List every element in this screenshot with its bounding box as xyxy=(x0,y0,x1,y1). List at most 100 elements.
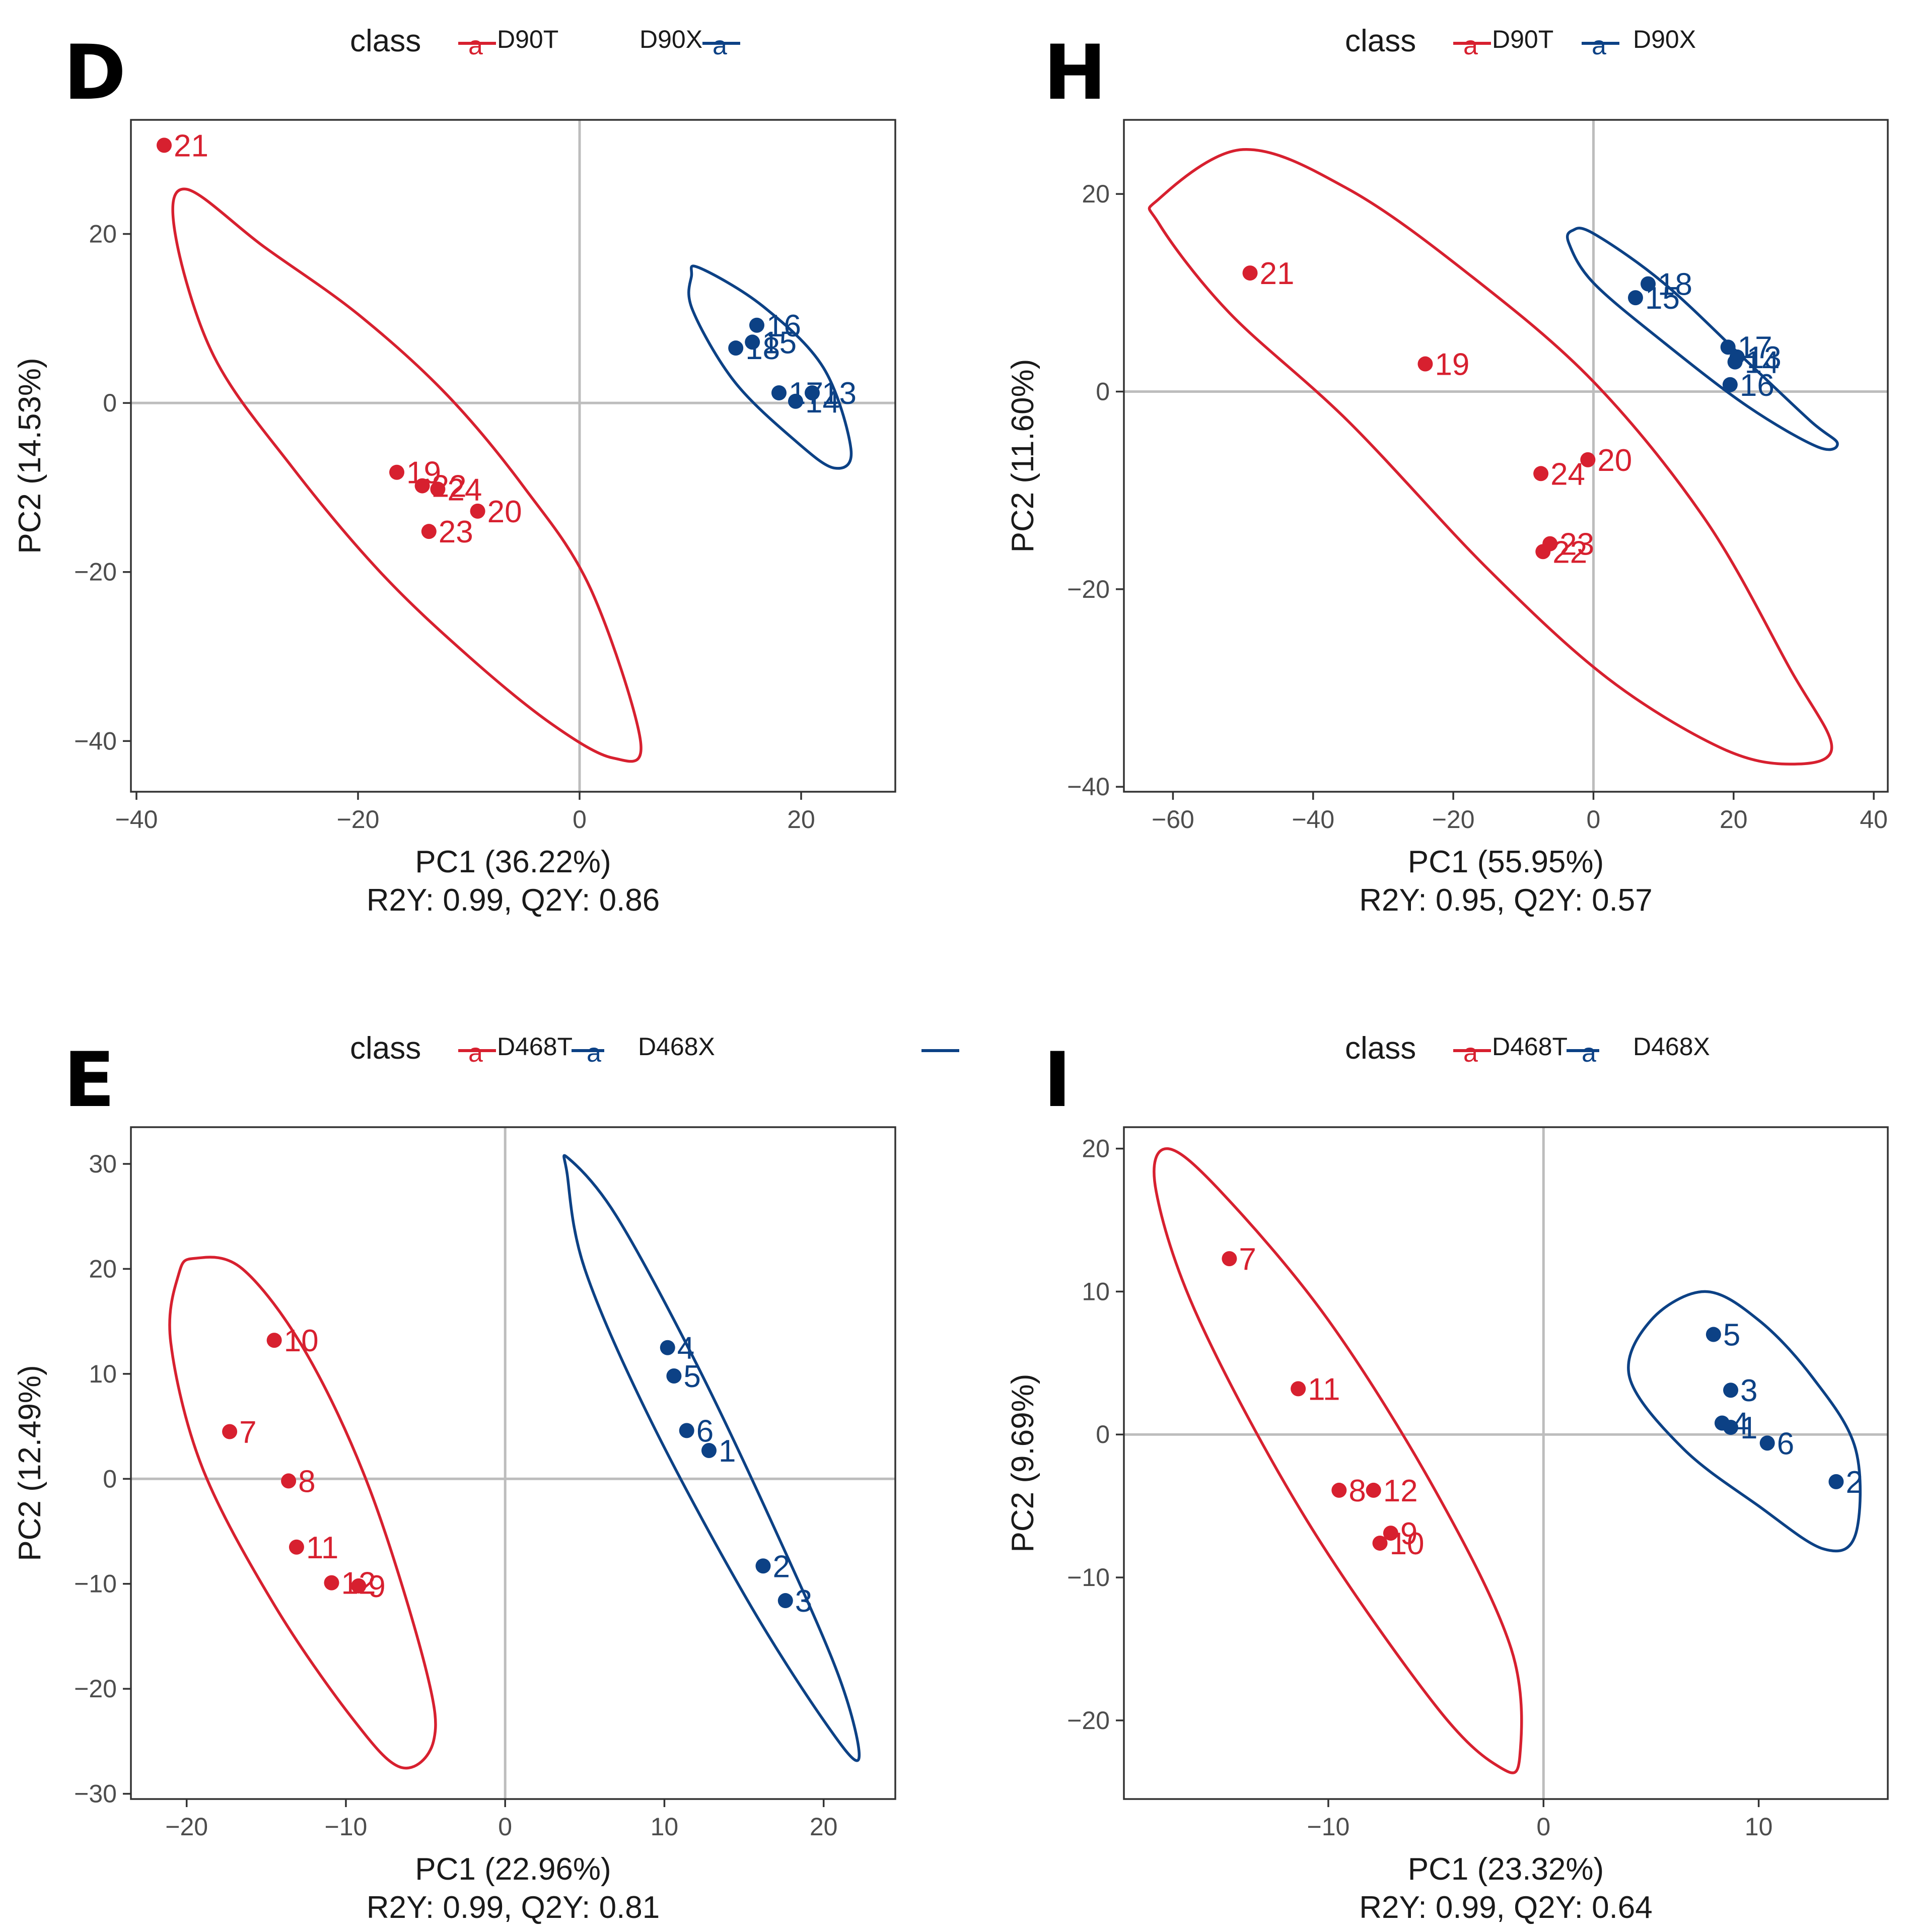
data-point-10 xyxy=(1372,1535,1388,1551)
data-point-5 xyxy=(1705,1327,1721,1342)
legend-glyph-a: a xyxy=(468,1039,483,1068)
confidence-ellipse-D468X xyxy=(562,1154,861,1762)
x-tick-label: −20 xyxy=(165,1813,208,1841)
data-point-7 xyxy=(1222,1251,1237,1267)
y-tick-label: 10 xyxy=(89,1360,117,1388)
data-point-22 xyxy=(1535,544,1551,560)
data-point-9 xyxy=(1383,1526,1398,1541)
point-label-1: 1 xyxy=(1740,1411,1757,1445)
legend-entry-t: D468T xyxy=(1492,1032,1568,1061)
y-tick-label: 20 xyxy=(1082,180,1110,208)
panel-letter-D: D xyxy=(63,29,126,117)
confidence-ellipse-D90T xyxy=(1148,148,1833,766)
x-tick-label: 20 xyxy=(810,1813,838,1841)
point-label-13: 13 xyxy=(1747,340,1782,375)
y-tick-label: −40 xyxy=(74,727,117,755)
y-axis-label: PC2 (14.53%) xyxy=(13,358,47,554)
y-tick-label: 0 xyxy=(1096,1420,1110,1448)
x-axis-label: PC1 (36.22%) xyxy=(415,845,611,879)
data-point-2 xyxy=(1828,1474,1844,1489)
y-tick-label: −20 xyxy=(74,558,117,586)
panel-letter-E: E xyxy=(63,1037,115,1124)
legend-point-icon: a a xyxy=(458,31,740,60)
legend-title: class xyxy=(350,1031,421,1066)
data-point-17 xyxy=(771,385,787,400)
point-label-14: 14 xyxy=(1745,346,1780,380)
point-label-9: 9 xyxy=(368,1569,385,1604)
x-axis-label: PC1 (22.96%) xyxy=(415,1852,611,1887)
data-point-13 xyxy=(805,385,820,400)
data-point-11 xyxy=(1291,1381,1306,1397)
point-label-21: 21 xyxy=(1260,256,1295,291)
point-label-12: 12 xyxy=(1383,1474,1418,1508)
confidence-ellipse-D468X xyxy=(1627,1290,1862,1553)
point-label-15: 15 xyxy=(762,325,797,360)
data-point-21 xyxy=(157,137,172,153)
data-point-20 xyxy=(470,503,485,519)
point-label-22: 22 xyxy=(1552,535,1587,570)
point-label-9: 9 xyxy=(1400,1516,1417,1551)
x-tick-label: 0 xyxy=(573,805,587,834)
data-point-15 xyxy=(1627,290,1643,306)
y-tick-label: 30 xyxy=(89,1150,117,1178)
legend-glyph-a: a xyxy=(1592,31,1606,60)
y-tick-label: 20 xyxy=(89,220,117,248)
legend-point-icon: a a xyxy=(1453,31,1619,60)
y-axis-label: PC2 (9.69%) xyxy=(1006,1374,1040,1553)
point-label-15: 15 xyxy=(1645,281,1680,316)
data-point-16 xyxy=(1722,377,1738,392)
y-axis-label: PC2 (11.60%) xyxy=(1006,359,1040,553)
data-point-16 xyxy=(749,317,764,333)
data-point-2 xyxy=(755,1558,771,1574)
data-point-19 xyxy=(389,464,404,480)
model-stats-subtitle: R2Y: 0.95, Q2Y: 0.57 xyxy=(1359,883,1653,918)
data-point-6 xyxy=(1759,1435,1775,1451)
point-label-13: 13 xyxy=(822,376,857,411)
legend-point-icon: a a xyxy=(1453,1039,1599,1068)
point-label-5: 5 xyxy=(683,1359,700,1394)
legend-title: class xyxy=(1345,24,1416,58)
y-tick-label: −30 xyxy=(74,1780,117,1808)
x-tick-label: 0 xyxy=(498,1813,512,1841)
point-label-7: 7 xyxy=(1239,1242,1256,1277)
point-label-3: 3 xyxy=(1740,1373,1757,1408)
legend-D: class a a D90T D90X xyxy=(350,21,803,61)
legend-entry-x: D468X xyxy=(1633,1032,1710,1061)
point-label-23: 23 xyxy=(439,515,473,549)
data-point-8 xyxy=(1331,1482,1347,1498)
y-tick-label: −40 xyxy=(1067,773,1110,801)
data-point-5 xyxy=(666,1368,682,1384)
x-tick-label: 10 xyxy=(651,1813,679,1841)
legend-glyph-a: a xyxy=(468,31,483,60)
point-label-18: 18 xyxy=(745,331,780,366)
x-axis-label: PC1 (23.32%) xyxy=(1408,1852,1604,1887)
point-label-10: 10 xyxy=(1390,1527,1425,1561)
y-tick-label: 0 xyxy=(103,1465,117,1493)
point-label-4: 4 xyxy=(677,1331,694,1366)
x-tick-label: 20 xyxy=(1720,805,1748,834)
data-point-23 xyxy=(421,524,437,539)
plot-frame xyxy=(1123,119,1889,793)
point-label-23: 23 xyxy=(1559,527,1594,562)
data-point-24 xyxy=(430,481,446,497)
data-point-3 xyxy=(777,1593,793,1609)
y-tick-label: 0 xyxy=(1096,377,1110,405)
y-tick-label: 0 xyxy=(103,389,117,417)
point-label-2: 2 xyxy=(1845,1465,1863,1500)
x-tick-label: −60 xyxy=(1152,805,1194,834)
point-label-18: 18 xyxy=(1658,267,1692,302)
data-point-4 xyxy=(660,1340,675,1355)
x-tick-label: 40 xyxy=(1860,805,1888,834)
x-tick-label: −20 xyxy=(1432,805,1475,834)
point-label-24: 24 xyxy=(447,472,482,507)
data-point-22 xyxy=(414,478,430,494)
data-point-1 xyxy=(701,1442,717,1458)
point-label-21: 21 xyxy=(174,128,208,163)
y-tick-label: 20 xyxy=(1082,1135,1110,1163)
legend-entry-t: D468T xyxy=(497,1032,573,1061)
legend-glyph-a: a xyxy=(1463,31,1478,60)
legend-title: class xyxy=(1345,1031,1416,1066)
